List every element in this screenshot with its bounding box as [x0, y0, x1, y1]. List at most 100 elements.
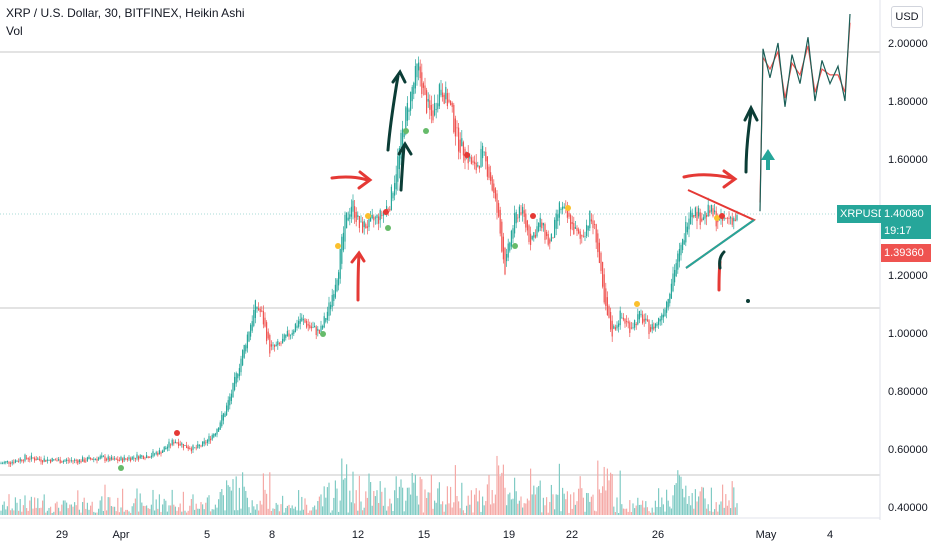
volume-bar [648, 511, 650, 515]
candle-body [699, 212, 701, 225]
volume-bar [645, 501, 647, 515]
volume-bar [528, 500, 530, 515]
volume-bar [291, 505, 293, 515]
volume-bar [552, 494, 554, 515]
volume-bar [0, 510, 2, 515]
price-tick-label: 1.00000 [888, 328, 928, 340]
candle-body [184, 445, 186, 446]
candle-body [726, 217, 728, 219]
candle-body [200, 445, 202, 447]
candle-body [46, 459, 48, 461]
candle-body [589, 210, 591, 229]
candle-body [75, 460, 77, 461]
volume-bar [581, 488, 583, 515]
candle-body [734, 219, 736, 221]
volume-bar [37, 498, 39, 515]
candle-body [459, 139, 461, 153]
candle-body [330, 304, 332, 310]
volume-bar [733, 487, 735, 515]
volume-bar [85, 508, 87, 515]
volume-bar [106, 510, 108, 515]
volume-bar [490, 504, 492, 515]
volume-bar [688, 496, 690, 515]
volume-bar [16, 502, 18, 515]
volume-bar [142, 505, 144, 515]
candle-body [664, 309, 666, 317]
volume-bar [283, 512, 285, 515]
volume-bar [710, 487, 712, 515]
candle-body [386, 205, 388, 212]
volume-bar [152, 489, 154, 515]
volume-bar [378, 502, 380, 515]
red-arrow-head-up-1 [350, 250, 366, 264]
candle-body [397, 156, 399, 182]
candle-body [443, 94, 445, 104]
volume-bar [258, 510, 260, 515]
volume-bar [541, 512, 543, 515]
volume-bar [736, 503, 738, 515]
volume-bar [598, 489, 600, 515]
candle-body [488, 166, 490, 178]
candle-body [654, 323, 656, 329]
candle-body [126, 458, 128, 460]
candle-body [234, 376, 236, 391]
candle-body [146, 455, 148, 459]
volume-bar [523, 503, 525, 515]
time-tick-label: 4 [827, 529, 833, 541]
candle-body [253, 310, 255, 326]
candle-body [254, 300, 256, 318]
volume-bar [734, 507, 736, 515]
volume-bar [550, 484, 552, 515]
time-tick-label: 8 [269, 529, 275, 541]
candle-body [453, 104, 455, 133]
candle-body [160, 452, 162, 454]
volume-bar [251, 500, 253, 515]
candle-body [670, 283, 672, 299]
candle-body [693, 215, 695, 218]
volume-bar [504, 487, 506, 515]
candle-body [461, 138, 463, 147]
candle-body [94, 458, 96, 460]
volume-bar [562, 487, 564, 515]
candle-body [195, 447, 197, 449]
volume-bar [694, 489, 696, 515]
signal-dot-red [174, 430, 180, 436]
volume-bar [166, 511, 168, 515]
candle-body [326, 311, 328, 320]
volume-bar [507, 494, 509, 515]
currency-button[interactable]: USD [891, 6, 923, 28]
candle-body [510, 230, 512, 247]
volume-bar [704, 498, 706, 515]
candle-body [213, 434, 215, 438]
volume-bar [331, 510, 333, 515]
candle-body [18, 461, 20, 463]
candle-body [173, 442, 175, 444]
candle-body [110, 456, 112, 460]
volume-bar [155, 499, 157, 515]
candle-body [613, 325, 615, 329]
candle-body [358, 216, 360, 228]
candle-body [181, 443, 183, 445]
volume-bar [250, 512, 252, 515]
volume-bar [536, 487, 538, 515]
volume-bar [413, 482, 415, 515]
volume-bars [0, 455, 738, 515]
candle-body [277, 341, 279, 346]
volume-bar [312, 507, 314, 515]
volume-bar [221, 489, 223, 515]
candle-body [622, 317, 624, 320]
volume-bar [259, 500, 261, 515]
volume-bar [141, 502, 143, 515]
candle-body [269, 335, 271, 354]
candle-body [259, 308, 261, 312]
volume-bar [462, 510, 464, 515]
candle-body [285, 334, 287, 338]
candle-body [688, 218, 690, 230]
candle-body [376, 215, 378, 219]
volume-bar [306, 504, 308, 515]
volume-bar [294, 506, 296, 515]
candle-body [293, 330, 295, 334]
price-tick-label: 0.60000 [888, 444, 928, 456]
